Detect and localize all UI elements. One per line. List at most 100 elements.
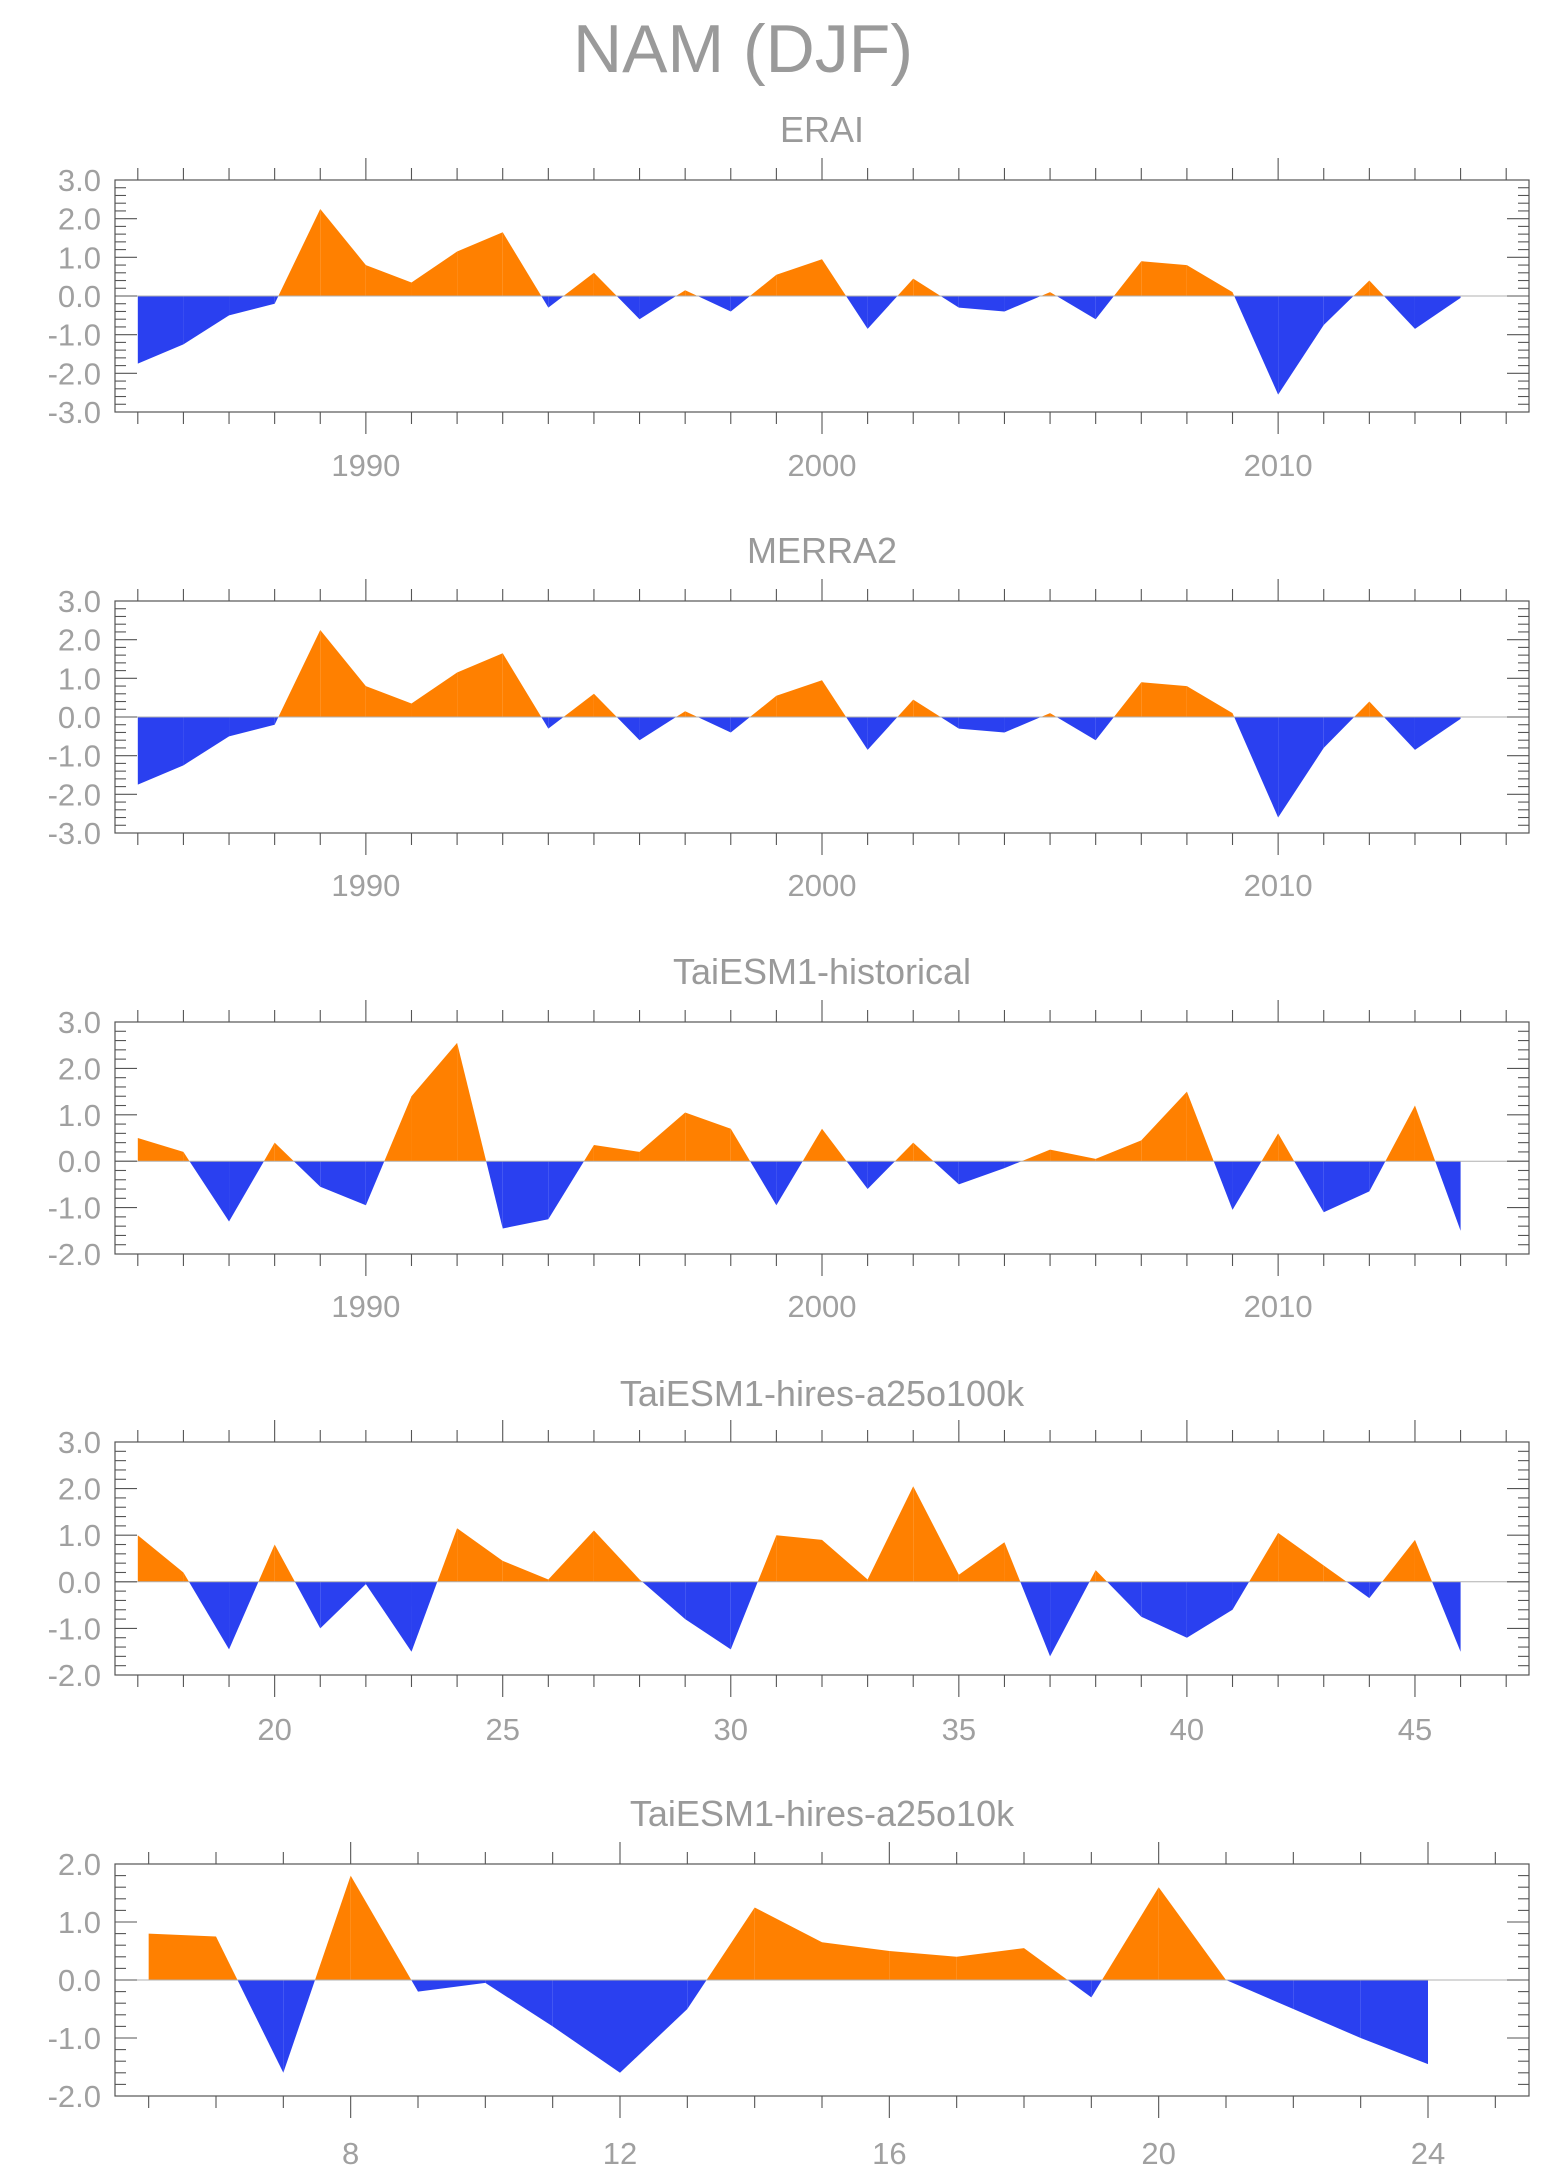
negative-area-segment <box>846 1161 868 1190</box>
positive-area-segment <box>1186 265 1233 296</box>
negative-area-segment <box>1323 1161 1370 1213</box>
negative-area-segment <box>685 1581 731 1650</box>
negative-area-segment <box>1383 296 1415 329</box>
negative-area-segment <box>1004 296 1041 312</box>
positive-area-segment <box>1095 1140 1142 1162</box>
positive-area-segment <box>822 1942 890 1980</box>
negative-area-segment <box>1323 296 1354 325</box>
panel-3: TaiESM1-historical 3.0 2.0 1.0 0.0 -1.0 -2.0 19… <box>48 951 1530 1324</box>
positive-area-segment <box>1095 1570 1108 1582</box>
positive-area-segment <box>1021 1149 1051 1162</box>
negative-area-segment <box>485 1980 553 2027</box>
positive-area-segment <box>749 274 777 296</box>
positive-area-segment <box>889 1951 957 1980</box>
negative-area-segment <box>1435 1161 1461 1231</box>
negative-area-segment <box>137 296 184 364</box>
negative-area-segment <box>1050 1581 1090 1657</box>
negative-area-segment <box>1383 717 1415 750</box>
negative-area-segment <box>229 296 275 316</box>
positive-area-segment <box>457 1528 503 1582</box>
negative-area-segment <box>1278 717 1324 818</box>
x-tick-label: 20 <box>257 1712 291 1747</box>
positive-area-segment <box>583 1144 594 1162</box>
positive-area-segment <box>1141 1091 1187 1162</box>
positive-area-segment <box>137 1138 184 1162</box>
positive-area-segment <box>1278 1532 1324 1582</box>
y-tick-label: -2.0 <box>48 356 101 391</box>
panel-title: TaiESM1-hires-a25o10k <box>630 1793 1015 1834</box>
positive-area-segment <box>1232 713 1235 717</box>
negative-area-segment <box>933 1161 959 1185</box>
negative-area-segment <box>1107 1581 1142 1617</box>
positive-area-segment <box>1158 1887 1226 1980</box>
positive-area-segment <box>776 680 822 717</box>
positive-area-segment <box>548 1530 594 1582</box>
negative-area-segment <box>188 1581 230 1650</box>
negative-area-segment <box>958 296 1005 312</box>
negative-area-segment <box>1004 1161 1022 1169</box>
x-tick-label: 40 <box>1170 1712 1204 1747</box>
positive-area-segment <box>1101 1887 1159 1980</box>
negative-area-segment <box>552 1980 620 2073</box>
y-tick-label: 0.0 <box>58 1963 101 1998</box>
negative-area-segment <box>1293 1980 1361 2038</box>
y-tick-label: 3.0 <box>58 1005 101 1040</box>
negative-area-segment <box>846 717 868 750</box>
negative-area-segment <box>1232 1581 1250 1610</box>
y-tick-label: -2.0 <box>48 1237 101 1272</box>
y-tick-label: -1.0 <box>48 318 101 353</box>
negative-area-segment <box>750 1161 777 1206</box>
positive-area-segment <box>593 693 617 717</box>
negative-area-segment <box>697 717 731 733</box>
positive-area-segment <box>897 699 914 717</box>
y-tick-label: -1.0 <box>48 739 101 774</box>
positive-area-segment <box>822 680 847 717</box>
positive-area-segment <box>1113 261 1142 296</box>
x-tick-label: 45 <box>1398 1712 1432 1747</box>
y-tick-label: 0.0 <box>58 1565 101 1600</box>
positive-area-segment <box>365 265 412 296</box>
positive-area-segment <box>274 1142 294 1162</box>
y-tick-label: -2.0 <box>48 1658 101 1693</box>
negative-area-segment <box>486 1161 503 1229</box>
positive-area-segment <box>894 1142 914 1162</box>
negative-area-segment <box>365 1161 385 1206</box>
positive-area-segment <box>956 1948 1024 1980</box>
y-tick-label: 2.0 <box>58 623 101 658</box>
positive-area-segment <box>278 630 321 717</box>
y-tick-label: 3.0 <box>58 1425 101 1460</box>
positive-area-segment <box>437 1528 458 1582</box>
positive-area-segment <box>1024 1948 1068 1980</box>
positive-area-segment <box>1369 701 1384 717</box>
positive-area-segment <box>320 630 366 717</box>
positive-area-segment <box>411 251 458 296</box>
x-tick-label: 24 <box>1411 2136 1445 2171</box>
positive-area-segment <box>258 1544 275 1582</box>
positive-area-segment <box>315 1875 351 1980</box>
negative-area-segment <box>1213 1161 1233 1210</box>
negative-area-segment <box>229 1161 264 1222</box>
positive-area-segment <box>757 1535 777 1582</box>
negative-area-segment <box>418 1980 486 1992</box>
negative-area-segment <box>620 1980 688 2073</box>
negative-area-segment <box>846 296 868 329</box>
negative-area-segment <box>1294 1161 1324 1213</box>
negative-area-segment <box>1095 717 1114 741</box>
positive-area-segment <box>365 686 412 717</box>
positive-area-segment <box>802 1128 822 1162</box>
positive-area-segment <box>183 1151 190 1162</box>
positive-area-segment <box>1050 292 1057 296</box>
figure-title: NAM (DJF) <box>573 11 913 87</box>
negative-area-segment <box>776 1161 803 1206</box>
x-tick-label: 2000 <box>788 868 857 903</box>
y-tick-label: -1.0 <box>48 1191 101 1226</box>
positive-area-segment <box>457 653 503 717</box>
positive-area-segment <box>593 272 617 296</box>
x-tick-label: 20 <box>1141 2136 1175 2171</box>
negative-area-segment <box>1323 717 1355 748</box>
negative-area-segment <box>1067 1980 1092 1998</box>
positive-area-segment <box>1004 1542 1021 1582</box>
negative-area-segment <box>541 717 549 729</box>
negative-area-segment <box>958 1161 1005 1185</box>
